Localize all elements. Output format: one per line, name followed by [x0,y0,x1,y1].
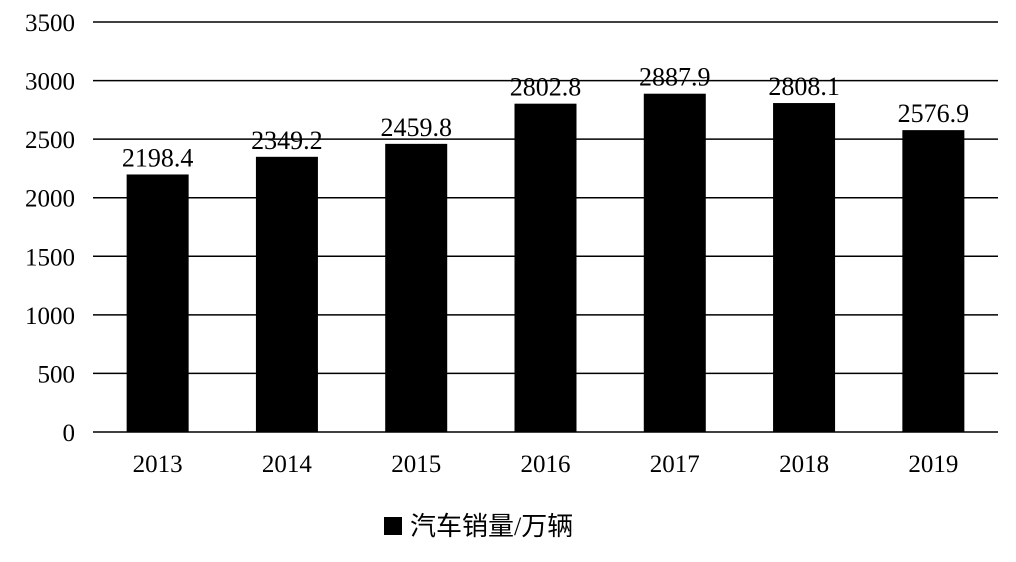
x-tick-label: 2013 [133,451,183,478]
legend-swatch [384,517,402,535]
x-tick-label: 2015 [391,451,441,478]
bar [514,103,577,432]
y-tick-label: 3500 [25,10,75,37]
data-label: 2808.1 [768,72,840,101]
y-tick-label: 2000 [25,186,75,213]
data-label: 2459.8 [380,113,452,142]
x-tick-label: 2019 [908,451,958,478]
bar [255,156,318,433]
data-label: 2576.9 [898,99,970,128]
legend-label: 汽车销量/万辆 [410,512,573,541]
data-label: 2887.9 [639,63,711,92]
y-tick-label: 2500 [25,127,75,154]
data-label: 2198.4 [122,143,194,172]
bar [643,93,706,433]
data-label: 2349.2 [251,126,323,155]
y-tick-label: 1000 [25,303,75,330]
x-tick-label: 2014 [262,451,313,478]
bar [126,174,189,432]
y-tick-label: 3000 [25,69,75,96]
data-label: 2802.8 [510,73,582,102]
x-tick-label: 2017 [650,451,700,478]
x-tick-label: 2018 [779,451,829,478]
x-tick-label: 2016 [521,451,571,478]
y-tick-label: 1500 [25,244,75,271]
y-tick-label: 0 [63,420,76,447]
y-tick-label: 500 [38,361,76,388]
bar [385,143,448,433]
bar [902,130,965,432]
bar [773,103,836,432]
